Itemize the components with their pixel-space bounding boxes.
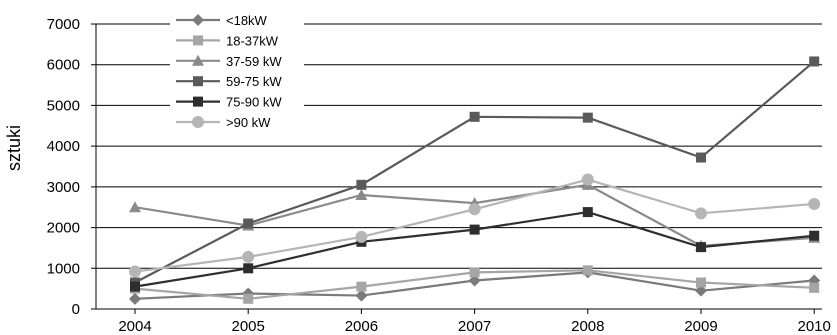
data-point [581, 173, 594, 186]
legend-label: 59-75 kW [226, 74, 282, 89]
data-point [696, 242, 706, 253]
legend-marker [193, 35, 203, 46]
series-6 [129, 173, 821, 278]
legend-entry: 59-75 kW [176, 74, 282, 89]
data-point [696, 277, 706, 288]
data-point [582, 265, 593, 276]
x-tick-label: 2004 [118, 318, 151, 335]
data-point [129, 201, 141, 213]
legend-entry: 37-59 kW [176, 54, 282, 69]
legend-entry: 18-37kW [176, 33, 279, 48]
data-point [582, 207, 593, 218]
data-point [809, 230, 820, 241]
y-tick-label: 3000 [47, 179, 80, 196]
x-tick-labels: 2004 2005 2006 2007 2008 2009 2010 [118, 318, 831, 335]
data-point [582, 112, 593, 123]
y-tick-label: 2000 [47, 220, 80, 237]
x-tick-label: 2008 [571, 318, 604, 335]
data-point [696, 152, 706, 163]
data-point [130, 281, 140, 292]
x-tick-label: 2006 [345, 318, 378, 335]
x-tick-label: 2010 [798, 318, 831, 335]
y-axis-title: sztuki [4, 125, 24, 171]
data-point [468, 203, 481, 216]
data-point [129, 265, 141, 278]
y-tick-label: 7000 [47, 16, 80, 33]
series-line [134, 183, 815, 248]
legend-label: 37-59 kW [226, 54, 282, 69]
data-point [809, 282, 820, 293]
data-point [469, 111, 480, 122]
data-point [469, 267, 480, 278]
data-point [355, 230, 368, 243]
data-point [355, 189, 368, 200]
legend-label: <18kW [226, 13, 268, 28]
legend-marker [192, 116, 204, 128]
data-point [695, 284, 707, 297]
data-point [242, 250, 255, 263]
y-tick-label: 5000 [47, 97, 80, 114]
legend-entry: 75-90 kW [176, 95, 282, 110]
data-point [243, 218, 254, 229]
legend-marker [192, 14, 204, 26]
legend-entry: <18kW [176, 13, 268, 28]
data-point [243, 293, 254, 304]
legend-label: 75-90 kW [226, 95, 282, 110]
y-tick-label: 1000 [47, 260, 80, 277]
legend-marker [192, 54, 204, 66]
data-point [469, 224, 480, 235]
legend-marker [193, 76, 203, 87]
data-point [355, 289, 368, 302]
x-tick-label: 2009 [684, 318, 717, 335]
x-tick-label: 2005 [232, 318, 265, 335]
legend-background [170, 6, 304, 134]
series-lines [129, 56, 821, 305]
data-point [356, 281, 367, 292]
y-tick-labels: 0 1000 2000 3000 4000 5000 6000 7000 [47, 16, 80, 318]
y-tick-label: 6000 [47, 57, 80, 74]
y-tick-label: 4000 [47, 138, 80, 155]
legend-label: >90 kW [226, 115, 271, 130]
data-point [695, 207, 707, 220]
legend-label: 18-37kW [226, 33, 279, 48]
x-tick-label: 2007 [458, 318, 491, 335]
legend-entry: >90 kW [176, 115, 271, 130]
y-tick-label: 0 [72, 301, 80, 318]
data-point [468, 274, 481, 287]
data-point [243, 263, 254, 274]
legend-marker [193, 96, 203, 107]
legend: <18kW 18-37kW 37-59 kW 59-75 kW 75-90 kW >90 … [170, 6, 304, 134]
data-point [129, 292, 141, 305]
data-point [808, 197, 821, 210]
data-point [356, 179, 367, 190]
data-point [809, 56, 820, 67]
